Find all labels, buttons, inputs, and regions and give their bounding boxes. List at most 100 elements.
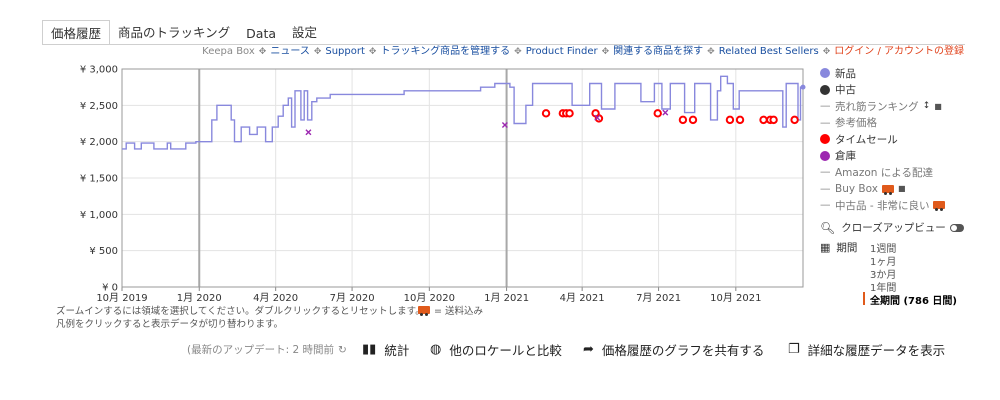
lock-icon: ■ — [897, 184, 906, 194]
magnifier-icon: 🔍︎ — [820, 220, 836, 235]
legend-new-label: 新品 — [835, 67, 856, 80]
y-tick-label: ¥ 500 — [89, 246, 118, 257]
lightning-deal-point — [688, 115, 698, 125]
legend-buybox[interactable]: — Buy Box ■ — [820, 181, 945, 198]
x-tick-label: 1月 2021 — [484, 292, 529, 304]
tab-product-tracking[interactable]: 商品のトラッキング — [118, 25, 231, 40]
legend-lightning-label: タイムセール — [835, 133, 898, 146]
warehouse-point — [501, 121, 508, 128]
bar-chart-icon: ▮▮ — [362, 342, 377, 357]
globe-icon: ◍ — [430, 342, 442, 357]
stats-label: 統計 — [384, 343, 410, 358]
related-best-sellers-link[interactable]: Related Best Sellers — [718, 46, 819, 57]
new-price-end-point — [800, 84, 806, 90]
legend-lightning[interactable]: タイムセール — [820, 131, 945, 148]
closeup-toggle[interactable]: 🔍︎ クローズアップビュー — [820, 220, 964, 235]
lightning-deal-point — [790, 115, 799, 125]
y-tick-label: ¥ 2,500 — [80, 101, 118, 112]
legend-hint: 凡例をクリックすると表示データが切り替わります。 — [56, 319, 284, 330]
top-links: Keepa Box ✥ ニュース ✥ Support ✥ トラッキング商品を管理する ✥ Pro… — [202, 46, 964, 57]
dash-icon: — — [820, 182, 831, 195]
legend-buybox-label: Buy Box — [835, 182, 878, 195]
lock-icon: ■ — [934, 101, 942, 111]
tab-price-history[interactable]: 価格履歴 — [42, 20, 111, 45]
stats-button[interactable]: ▮▮ 統計 — [362, 340, 409, 359]
news-link[interactable]: ニュース — [270, 46, 310, 57]
warehouse-point — [662, 109, 669, 116]
new-dot-icon — [820, 68, 830, 79]
legend-sales-rank-label: 売れ筋ランキング — [835, 100, 919, 113]
legend-sales-rank[interactable]: — 売れ筋ランキング ↕ ■ — [820, 98, 945, 115]
lightning-deal-point — [725, 115, 735, 125]
legend-used-very-good[interactable]: — 中古品 - 非常に良い — [820, 197, 946, 214]
new-price-line — [122, 75, 803, 150]
y-tick-label: ¥ 1,000 — [80, 210, 118, 221]
truck-icon — [418, 306, 430, 316]
x-tick-label: 10月 2019 — [96, 292, 147, 304]
legend-warehouse[interactable]: 倉庫 — [820, 148, 945, 165]
legend-used-label: 中古 — [835, 84, 856, 97]
period-option-1month[interactable]: 1ヶ月 — [870, 257, 897, 268]
period-option-all[interactable]: 全期間 (786 日間) — [863, 292, 957, 307]
lightning-deal-point — [759, 115, 768, 125]
plot-frame — [121, 68, 804, 288]
period-option-1year[interactable]: 1年間 — [870, 283, 897, 294]
show-history-data-button[interactable]: ❐ 詳細な履歴データを表示 — [788, 340, 945, 359]
legend-used[interactable]: 中古 — [820, 82, 945, 99]
calendar-icon: ▦ — [820, 241, 831, 254]
support-link[interactable]: Support — [325, 46, 365, 57]
y-tick-label: ¥ 3,000 — [80, 65, 118, 76]
legend-reference[interactable]: — 参考価格 — [820, 115, 945, 132]
period-selector: ▦ 期間 1週間 1ヶ月 3か月 1年間 全期間 (786 日間) — [820, 240, 957, 307]
x-tick-label: 4月 2020 — [253, 292, 298, 304]
legend-used-very-good-label: 中古品 - 非常に良い — [835, 199, 930, 212]
x-tick-label: 10月 2020 — [404, 292, 455, 304]
lightning-deal-point — [565, 109, 574, 118]
y-tick-label: ¥ 1,500 — [80, 174, 118, 185]
x-tick-label: 1月 2020 — [177, 292, 222, 304]
legend-new[interactable]: 新品 — [820, 65, 945, 82]
period-option-1week[interactable]: 1週間 — [870, 244, 897, 255]
compare-label: 他のロケールと比較 — [449, 343, 562, 358]
period-option-3months[interactable]: 3か月 — [870, 270, 897, 281]
legend-amazon-fba[interactable]: — Amazon による配達 — [820, 164, 945, 181]
toggle-icon[interactable] — [949, 223, 964, 232]
lightning-deal-point — [735, 115, 745, 125]
bottom-toolbar: (最新のアップデート: 2 時間前 ↻ ▮▮ 統計 ◍ 他のロケールと比較 ➦ 価格履… — [0, 340, 1000, 360]
x-tick-label: 7月 2021 — [636, 292, 681, 304]
product-finder-link[interactable]: Product Finder — [525, 46, 598, 57]
refresh-icon[interactable]: ↻ — [338, 343, 347, 356]
y-tick-label: ¥ 2,000 — [80, 137, 118, 148]
share-graph-button[interactable]: ➦ 価格履歴のグラフを共有する — [583, 340, 764, 359]
warehouse-point — [594, 114, 601, 121]
details-label: 詳細な履歴データを表示 — [807, 343, 946, 358]
last-updated: (最新のアップデート: 2 時間前 ↻ — [187, 342, 347, 357]
x-tick-label: 4月 2021 — [560, 292, 605, 304]
tab-bar: 価格履歴 商品のトラッキング Data 設定 — [42, 20, 325, 45]
tab-data[interactable]: Data — [246, 26, 277, 41]
copy-icon: ❐ — [788, 342, 800, 357]
legend-amazon-fba-label: Amazon による配達 — [835, 166, 933, 179]
sort-icon: ↕ — [922, 101, 931, 112]
warehouse-dot-icon — [820, 150, 830, 161]
dash-icon: — — [820, 116, 831, 129]
x-tick-label: 7月 2020 — [330, 292, 375, 304]
used-dot-icon — [820, 84, 830, 95]
dash-icon: — — [820, 199, 831, 212]
lightning-deal-point — [541, 109, 551, 118]
related-search-link[interactable]: 関連する商品を探す — [613, 46, 704, 57]
login-link[interactable]: ログイン / アカウントの登録 — [834, 46, 964, 57]
y-tick-label: ¥ 0 — [102, 283, 118, 294]
lightning-deal-point — [678, 115, 688, 125]
dash-icon: — — [820, 100, 831, 113]
shipping-note-label: = 送料込み — [434, 306, 483, 317]
tab-settings[interactable]: 設定 — [292, 25, 318, 40]
compare-locales-button[interactable]: ◍ 他のロケールと比較 — [430, 340, 562, 359]
truck-icon — [881, 184, 894, 195]
share-icon: ➦ — [583, 342, 594, 357]
chart-legend: 新品 中古 — 売れ筋ランキング ↕ ■ — 参考価格 タイムセール 倉庫 — Amazo… — [820, 65, 946, 214]
lightning-deal-point — [653, 109, 662, 118]
manage-tracking-link[interactable]: トラッキング商品を管理する — [380, 46, 511, 57]
lightning-deal-point — [769, 115, 778, 125]
